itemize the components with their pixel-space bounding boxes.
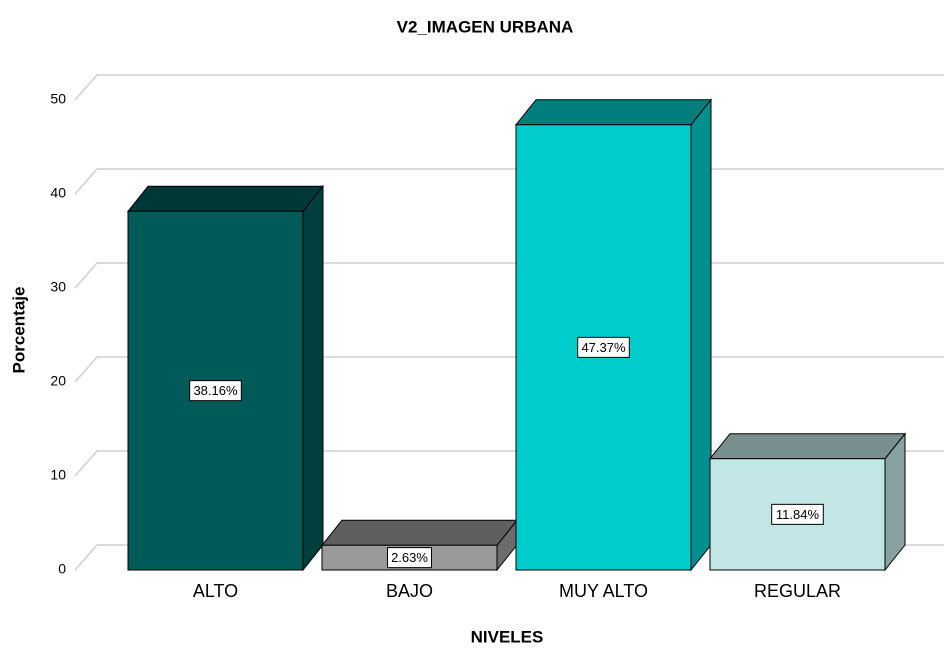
- x-tick-label: REGULAR: [754, 581, 841, 601]
- bar: [514, 98, 713, 572]
- value-label-box: [387, 547, 432, 569]
- y-tick-label: 30: [50, 279, 66, 295]
- value-label-box: [577, 336, 630, 358]
- bar-side: [302, 184, 324, 572]
- y-axis-label: Porcentaje: [9, 287, 28, 374]
- y-tick-label: 50: [50, 91, 66, 107]
- x-axis-label: NIVELES: [471, 627, 544, 646]
- y-tick-label: 0: [58, 561, 66, 577]
- bar-top: [320, 519, 519, 546]
- value-label: 11.84%: [776, 507, 820, 522]
- x-tick-label: MUY ALTO: [559, 581, 648, 601]
- y-tick-label: 20: [50, 373, 66, 389]
- value-label: 38.16%: [193, 383, 238, 398]
- value-label-box: [771, 503, 824, 525]
- grid-line: [74, 74, 944, 101]
- bar: [708, 432, 907, 572]
- value-label: 47.37%: [581, 340, 626, 355]
- value-label: 2.63%: [391, 550, 428, 565]
- value-label-box: [189, 380, 242, 402]
- bar: [126, 184, 325, 572]
- y-tick-label: 10: [50, 467, 66, 483]
- x-tick-label: BAJO: [386, 581, 433, 601]
- bar-top: [708, 433, 907, 460]
- y-tick-label: 40: [50, 185, 66, 201]
- x-tick-label: ALTO: [193, 581, 238, 601]
- bar-top: [126, 185, 325, 212]
- bar-side: [690, 98, 712, 572]
- bar-top: [514, 99, 713, 126]
- chart-title: V2_IMAGEN URBANA: [397, 17, 574, 36]
